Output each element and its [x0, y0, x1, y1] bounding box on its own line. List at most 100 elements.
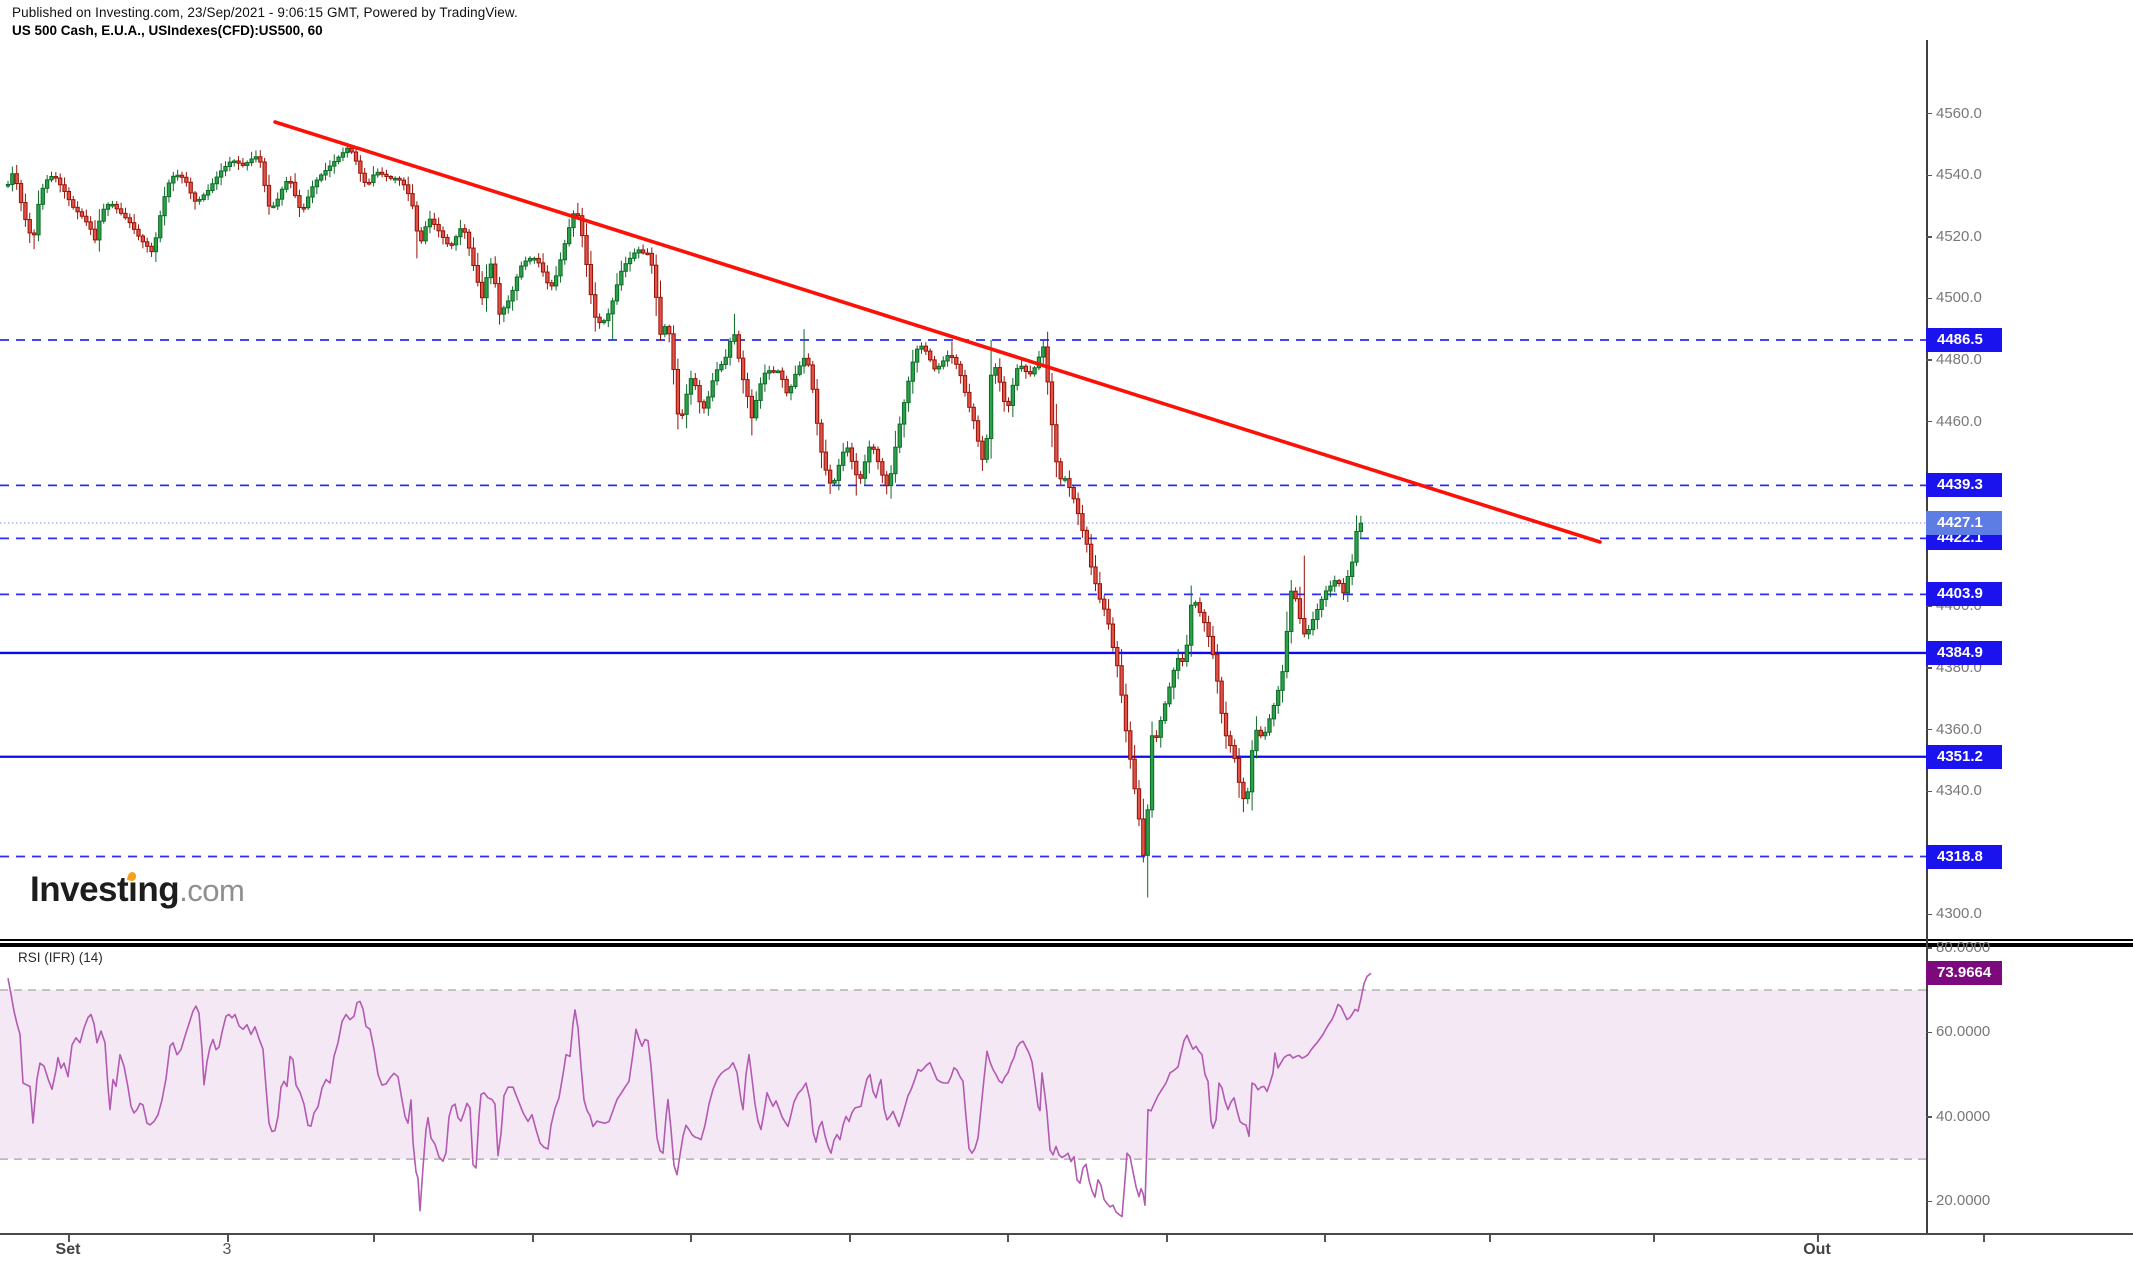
candle-body — [919, 345, 924, 350]
price-tick-mark — [1926, 420, 1932, 423]
candle-body — [1228, 735, 1233, 747]
candle-body — [158, 215, 163, 239]
candle-body — [593, 294, 598, 318]
candle-body — [1354, 530, 1359, 563]
candle-body — [1193, 602, 1198, 606]
candle-body — [893, 446, 898, 475]
candle-body — [75, 206, 80, 213]
candle-body — [184, 176, 189, 183]
candle-body — [562, 243, 567, 261]
candle-body — [649, 252, 654, 266]
candle-body — [527, 257, 533, 262]
candle-body — [623, 263, 628, 272]
time-tick-mark — [1007, 1235, 1009, 1242]
candle-body — [980, 440, 985, 460]
candle-body — [345, 147, 350, 154]
candle-body — [410, 193, 415, 207]
candle-body — [336, 156, 341, 163]
rsi-tick-label: 20.0000 — [1936, 1192, 1991, 1210]
candle-body — [841, 451, 846, 466]
candle-body — [1167, 686, 1172, 705]
panel-separator[interactable] — [0, 939, 2133, 943]
candle-body — [975, 420, 981, 442]
level-price-box[interactable]: 4351.2 — [1926, 744, 2002, 769]
candle-body — [219, 170, 224, 178]
time-tick-mark — [690, 1235, 692, 1242]
candle-body — [836, 464, 842, 481]
price-tick-mark — [1926, 112, 1932, 115]
candle-body — [314, 179, 320, 188]
rsi-band-fill — [0, 990, 1926, 1160]
rsi-value-box: 73.9664 — [1926, 961, 2002, 986]
candle-body — [101, 208, 106, 222]
candle-body — [601, 320, 607, 324]
candle-body — [210, 183, 215, 191]
level-price-box[interactable]: 4384.9 — [1926, 640, 2002, 665]
candle-body — [697, 385, 702, 403]
candle-body — [575, 213, 581, 217]
candle-body — [901, 402, 907, 425]
rsi-indicator-label[interactable]: RSI (IFR) (14) — [18, 950, 103, 965]
candle-body — [319, 174, 324, 181]
candle-body — [780, 370, 785, 380]
candle-body — [971, 406, 976, 422]
candle-body — [1093, 566, 1098, 585]
candle-body — [245, 162, 250, 166]
candle-body — [684, 393, 689, 415]
price-scale-axis[interactable] — [1926, 40, 1928, 1234]
candle-body — [79, 211, 85, 217]
candle-body — [867, 446, 872, 463]
candle-body — [1323, 590, 1329, 600]
candle-body — [567, 227, 572, 245]
time-tick-mark — [1817, 1235, 1819, 1242]
candle-body — [1280, 671, 1285, 691]
descending-trendline[interactable] — [273, 120, 1602, 544]
candle-body — [941, 360, 946, 367]
time-axis-label[interactable]: Out — [1803, 1241, 1831, 1258]
candle-body — [584, 235, 589, 266]
candle-body — [488, 263, 494, 279]
candle-body — [719, 363, 724, 371]
candle-body — [362, 172, 367, 183]
time-scale-axis[interactable] — [0, 1233, 2133, 1235]
rsi-tick-mark — [1926, 1031, 1932, 1033]
candle-body — [627, 257, 633, 265]
time-tick-mark — [227, 1235, 229, 1242]
candle-body — [767, 370, 772, 374]
rsi-tick-mark — [1926, 947, 1932, 949]
candle-body — [1002, 381, 1007, 402]
level-price-box[interactable]: 4403.9 — [1926, 582, 2002, 607]
candle-body — [1041, 346, 1046, 358]
candle-body — [993, 367, 998, 376]
time-tick-mark — [1983, 1235, 1985, 1242]
time-axis-label[interactable]: Set — [55, 1241, 81, 1258]
time-axis-label[interactable]: 3 — [222, 1241, 232, 1258]
level-price-box[interactable]: 4486.5 — [1926, 328, 2002, 352]
candle-body — [1158, 720, 1163, 738]
price-tick-mark — [1926, 236, 1932, 238]
candle-body — [1345, 576, 1350, 594]
time-tick-mark — [1653, 1235, 1655, 1242]
candle-body — [14, 173, 19, 185]
level-price-box[interactable]: 4439.3 — [1926, 473, 2002, 498]
candle-body — [145, 241, 150, 247]
candle-body — [1289, 590, 1294, 632]
candle-body — [379, 171, 385, 175]
candle-body — [1197, 602, 1203, 613]
candle-body — [888, 473, 894, 487]
candle-body — [1067, 478, 1072, 489]
candle-body — [823, 451, 828, 471]
candle-body — [1271, 704, 1276, 720]
candle-body — [549, 282, 554, 287]
candle-body — [1328, 585, 1333, 592]
candle-body — [1202, 611, 1207, 624]
candle-body — [1215, 654, 1220, 682]
candle-body — [266, 184, 272, 207]
candle-body — [788, 386, 794, 394]
candle-body — [84, 215, 89, 223]
level-price-box[interactable]: 4318.8 — [1926, 844, 2002, 869]
candle-body — [445, 236, 450, 245]
candle-body — [292, 181, 298, 197]
candle-body — [249, 158, 254, 164]
